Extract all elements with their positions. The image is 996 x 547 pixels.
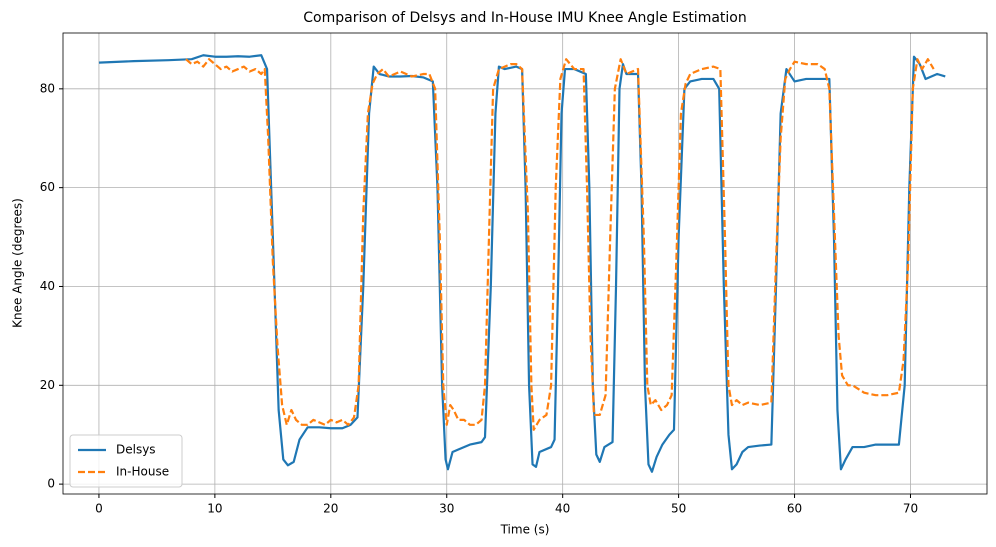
- chart-title: Comparison of Delsys and In-House IMU Kn…: [303, 10, 746, 26]
- x-axis-label: Time (s): [500, 523, 550, 537]
- legend-label: Delsys: [116, 443, 156, 457]
- x-tick-label: 70: [903, 502, 918, 516]
- y-tick-label: 60: [40, 180, 55, 194]
- x-tick-label: 60: [787, 502, 802, 516]
- y-axis-label: Knee Angle (degrees): [11, 198, 25, 328]
- x-tick-label: 10: [207, 502, 222, 516]
- data-line: [185, 58, 935, 431]
- y-tick-label: 40: [40, 279, 55, 293]
- y-tick-label: 20: [40, 378, 55, 392]
- legend-label: In-House: [116, 465, 169, 479]
- plot-frame: [62, 32, 988, 495]
- x-tick-label: 20: [323, 502, 338, 516]
- x-tick-label: 50: [671, 502, 686, 516]
- y-tick-label: 80: [40, 81, 55, 95]
- x-tick-label: 40: [555, 502, 570, 516]
- data-line: [98, 54, 946, 473]
- x-tick-label: 0: [95, 502, 103, 516]
- legend: Delsys In-House: [69, 434, 183, 488]
- legend-box: [69, 434, 183, 488]
- x-tick-label: 30: [439, 502, 454, 516]
- y-tick-label: 0: [47, 477, 55, 491]
